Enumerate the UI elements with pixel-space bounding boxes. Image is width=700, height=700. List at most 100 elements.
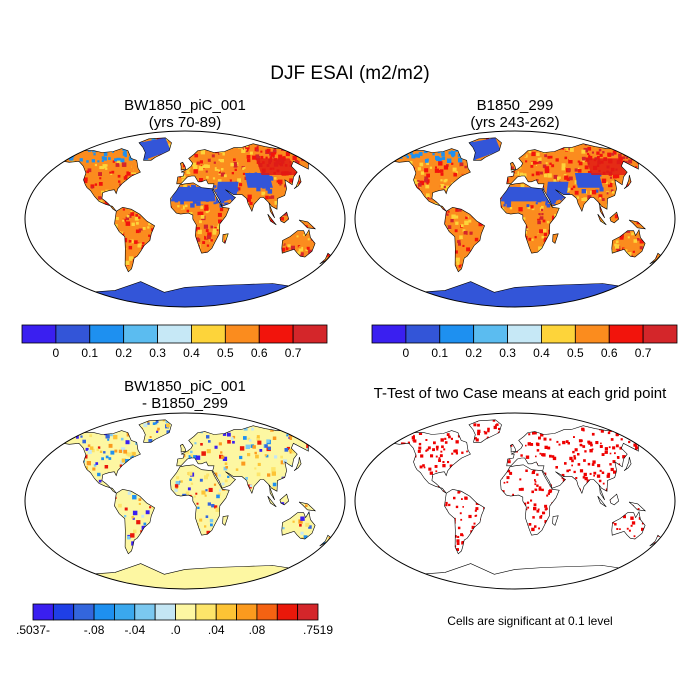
grid-cell: [39, 202, 42, 205]
grid-cell: [526, 216, 529, 220]
grid-cell: [408, 231, 412, 235]
grid-cell: [230, 162, 234, 167]
grid-cell: [573, 204, 578, 208]
grid-cell: [384, 457, 386, 459]
grid-cell: [269, 240, 273, 244]
grid-cell: [665, 235, 669, 239]
grid-cell: [103, 152, 107, 156]
grid-cell: [158, 205, 163, 210]
grid-cell: [86, 419, 90, 422]
grid-cell: [324, 234, 329, 239]
grid-cell: [309, 183, 312, 187]
grid-cell: [99, 147, 103, 151]
grid-cell: [310, 253, 314, 258]
grid-cell: [128, 419, 133, 423]
grid-cell: [207, 427, 210, 431]
grid-cell: [395, 554, 398, 558]
grid-cell: [243, 266, 247, 270]
grid-cell: [637, 184, 643, 190]
grid-cell: [424, 514, 428, 518]
grid-cell: [530, 555, 534, 558]
grid-cell: [583, 197, 587, 201]
grid-cell: [162, 419, 165, 422]
grid-cell: [504, 226, 507, 230]
grid-cell: [577, 453, 580, 456]
grid-cell: [48, 252, 52, 256]
grid-cell: [239, 183, 243, 187]
grid-cell: [569, 491, 572, 494]
grid-cell: [49, 463, 52, 466]
grid-cell: [379, 231, 381, 233]
grid-cell: [635, 446, 639, 450]
grid-cell: [52, 244, 55, 247]
grid-cell: [411, 516, 415, 520]
grid-cell: [305, 170, 309, 174]
grid-cell: [252, 553, 257, 558]
grid-cell: [526, 501, 530, 504]
grid-cell: [168, 167, 173, 172]
grid-cell: [617, 472, 621, 476]
grid-cell: [429, 277, 433, 281]
grid-cell: [444, 437, 447, 440]
grid-cell: [304, 185, 308, 189]
colorbar-swatch: [114, 603, 136, 621]
grid-cell: [571, 239, 575, 243]
grid-cell: [608, 213, 612, 217]
grid-cell: [503, 459, 506, 462]
grid-cell: [371, 503, 374, 506]
grid-cell: [402, 498, 405, 502]
grid-cell: [414, 181, 419, 186]
grid-cell: [486, 163, 491, 168]
grid-cell: [160, 260, 165, 264]
grid-cell: [155, 422, 158, 425]
grid-cell: [422, 272, 425, 275]
grid-cell: [99, 218, 104, 223]
grid-cell: [166, 437, 170, 441]
grid-cell: [464, 137, 467, 140]
grid-cell: [473, 559, 476, 562]
grid-cell: [465, 189, 468, 193]
grid-cell: [81, 499, 86, 504]
grid-cell: [121, 458, 126, 463]
grid-cell: [209, 425, 214, 430]
grid-cell: [368, 248, 373, 253]
grid-cell: [436, 234, 440, 238]
grid-cell: [160, 462, 163, 465]
grid-cell: [539, 229, 543, 234]
grid-cell: [86, 524, 91, 529]
grid-cell: [564, 526, 567, 530]
grid-cell: [276, 519, 279, 522]
coastline: [293, 456, 302, 471]
grid-cell: [464, 220, 469, 225]
grid-cell: [108, 240, 111, 244]
grid-cell: [501, 428, 505, 432]
grid-cell: [390, 217, 394, 220]
grid-cell: [495, 179, 498, 182]
grid-cell: [214, 149, 219, 154]
grid-cell: [460, 518, 463, 521]
grid-cell: [490, 226, 495, 232]
grid-cell: [583, 265, 586, 268]
grid-cell: [92, 201, 97, 206]
grid-cell: [518, 488, 522, 491]
grid-cell: [199, 518, 203, 522]
grid-cell: [501, 137, 504, 140]
grid-cell: [163, 191, 167, 196]
grid-cell: [253, 230, 257, 235]
grid-cell: [66, 534, 71, 540]
grid-cell: [425, 419, 428, 421]
grid-cell: [536, 466, 539, 469]
grid-cell: [270, 219, 274, 223]
grid-cell: [540, 171, 543, 175]
grid-cell: [132, 452, 136, 456]
grid-cell: [637, 152, 642, 157]
grid-cell: [97, 472, 101, 477]
grid-cell: [269, 176, 274, 181]
grid-cell: [632, 154, 637, 159]
grid-cell: [263, 485, 268, 490]
grid-cell: [664, 522, 666, 524]
grid-cell: [243, 422, 247, 425]
grid-cell: [403, 183, 409, 188]
grid-cell: [645, 190, 650, 196]
grid-cell: [505, 422, 509, 426]
